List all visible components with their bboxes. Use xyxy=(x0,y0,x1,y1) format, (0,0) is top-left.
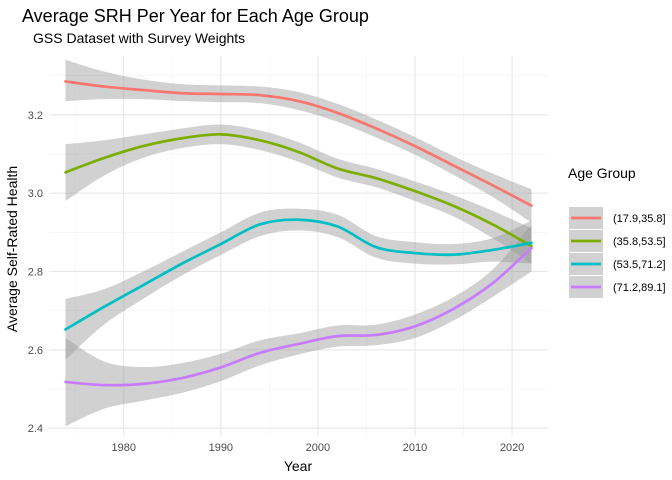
ci-band-series-4 xyxy=(65,224,532,427)
ci-band-series-1 xyxy=(65,59,532,223)
series-lines xyxy=(64,80,533,387)
y-tick-label: 3.2 xyxy=(28,110,43,122)
legend: Age Group (17.9,35.8] (35.8,53.5] (53.5,71… xyxy=(568,165,666,298)
grid-layer xyxy=(49,56,548,436)
chart-title: Average SRH Per Year for Each Age Group xyxy=(22,6,369,26)
x-axis-title: Year xyxy=(284,458,313,474)
y-tick-label: 2.8 xyxy=(28,266,43,278)
line-series-4 xyxy=(64,246,533,387)
y-axis-title: Average Self-Rated Health xyxy=(4,166,20,332)
x-tick-label: 2000 xyxy=(306,442,330,454)
x-tick-label: 2010 xyxy=(403,442,427,454)
y-tick-label: 2.6 xyxy=(28,345,43,357)
legend-label: (71.2,89.1] xyxy=(613,282,666,294)
legend-label: (17.9,35.8] xyxy=(613,213,666,225)
chart-subtitle: GSS Dataset with Survey Weights xyxy=(33,30,246,46)
line-series-1 xyxy=(64,80,533,207)
x-tick-label: 2020 xyxy=(500,442,524,454)
x-tick-label: 1980 xyxy=(112,442,136,454)
legend-label: (35.8,53.5] xyxy=(613,236,666,248)
legend-title: Age Group xyxy=(568,165,636,181)
legend-label: (53.5,71.2] xyxy=(613,259,666,271)
y-tick-label: 2.4 xyxy=(28,423,43,435)
y-tick-label: 3.0 xyxy=(28,188,43,200)
line-series-3 xyxy=(64,218,533,331)
ci-band-series-3 xyxy=(65,208,532,360)
line-series-2 xyxy=(64,132,533,248)
ci-band-series-2 xyxy=(65,124,532,264)
axis-ticks: 1980 1990 2000 2010 2020 2.4 2.6 2.8 3.0 3.2 xyxy=(28,110,525,454)
x-tick-label: 1990 xyxy=(209,442,233,454)
